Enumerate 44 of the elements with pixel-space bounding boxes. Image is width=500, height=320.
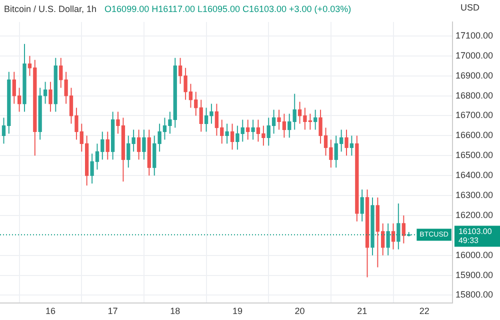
- y-tick-label: 16900.00: [455, 70, 494, 80]
- candlestick: [350, 135, 354, 156]
- y-tick-label: 16400.00: [455, 170, 494, 180]
- candlestick: [246, 119, 250, 140]
- y-tick-label: 16700.00: [455, 110, 494, 120]
- candlestick: [230, 123, 234, 150]
- candlestick: [314, 109, 318, 130]
- candlestick: [142, 129, 146, 160]
- x-tick-label: 22: [419, 306, 430, 316]
- x-tick-label: 21: [357, 306, 368, 316]
- chart-subtitle: O16099.00 H16117.00 L16095.00 C16103.00 +3.00 (+0.03%): [104, 4, 352, 14]
- y-tick-label: 15800.00: [455, 290, 494, 300]
- candlestick: [199, 99, 203, 132]
- candlestick: [106, 131, 110, 160]
- y-tick-label: 15900.00: [455, 270, 494, 280]
- x-tick-label: 17: [108, 306, 118, 316]
- chart-title: Bitcoin / U.S. Dollar, 1h: [4, 4, 97, 14]
- candlestick: [360, 189, 364, 222]
- y-tick-label: 16200.00: [455, 210, 494, 220]
- y-tick-label: 16500.00: [455, 150, 494, 160]
- y-tick-label: 16600.00: [455, 130, 494, 140]
- x-tick-label: 19: [232, 306, 242, 316]
- y-tick-label: 16300.00: [455, 190, 494, 200]
- y-tick-label: 16000.00: [455, 250, 494, 260]
- x-tick-label: 16: [45, 306, 56, 316]
- candlestick: [48, 81, 52, 112]
- candlestick: [251, 119, 255, 140]
- ref-line-label: 16103.00: [458, 227, 492, 236]
- candlestick: [391, 222, 396, 250]
- x-tick-label: 18: [170, 306, 180, 316]
- y-tick-label: 17000.00: [455, 50, 494, 60]
- text: 49:33: [458, 236, 480, 245]
- candlestick: [136, 129, 141, 160]
- y-axis-title: USD: [460, 2, 480, 12]
- candlestick: [396, 202, 400, 250]
- candlestick: [344, 129, 348, 156]
- candlestick: [288, 113, 292, 138]
- candlestick: [292, 93, 296, 130]
- candlestick: [386, 222, 390, 256]
- y-tick-label: 16800.00: [455, 90, 494, 100]
- y-tick-label: 17100.00: [455, 30, 494, 40]
- x-tick-label: 20: [294, 306, 305, 316]
- candlestick: [225, 123, 229, 144]
- candlestick: [402, 214, 406, 244]
